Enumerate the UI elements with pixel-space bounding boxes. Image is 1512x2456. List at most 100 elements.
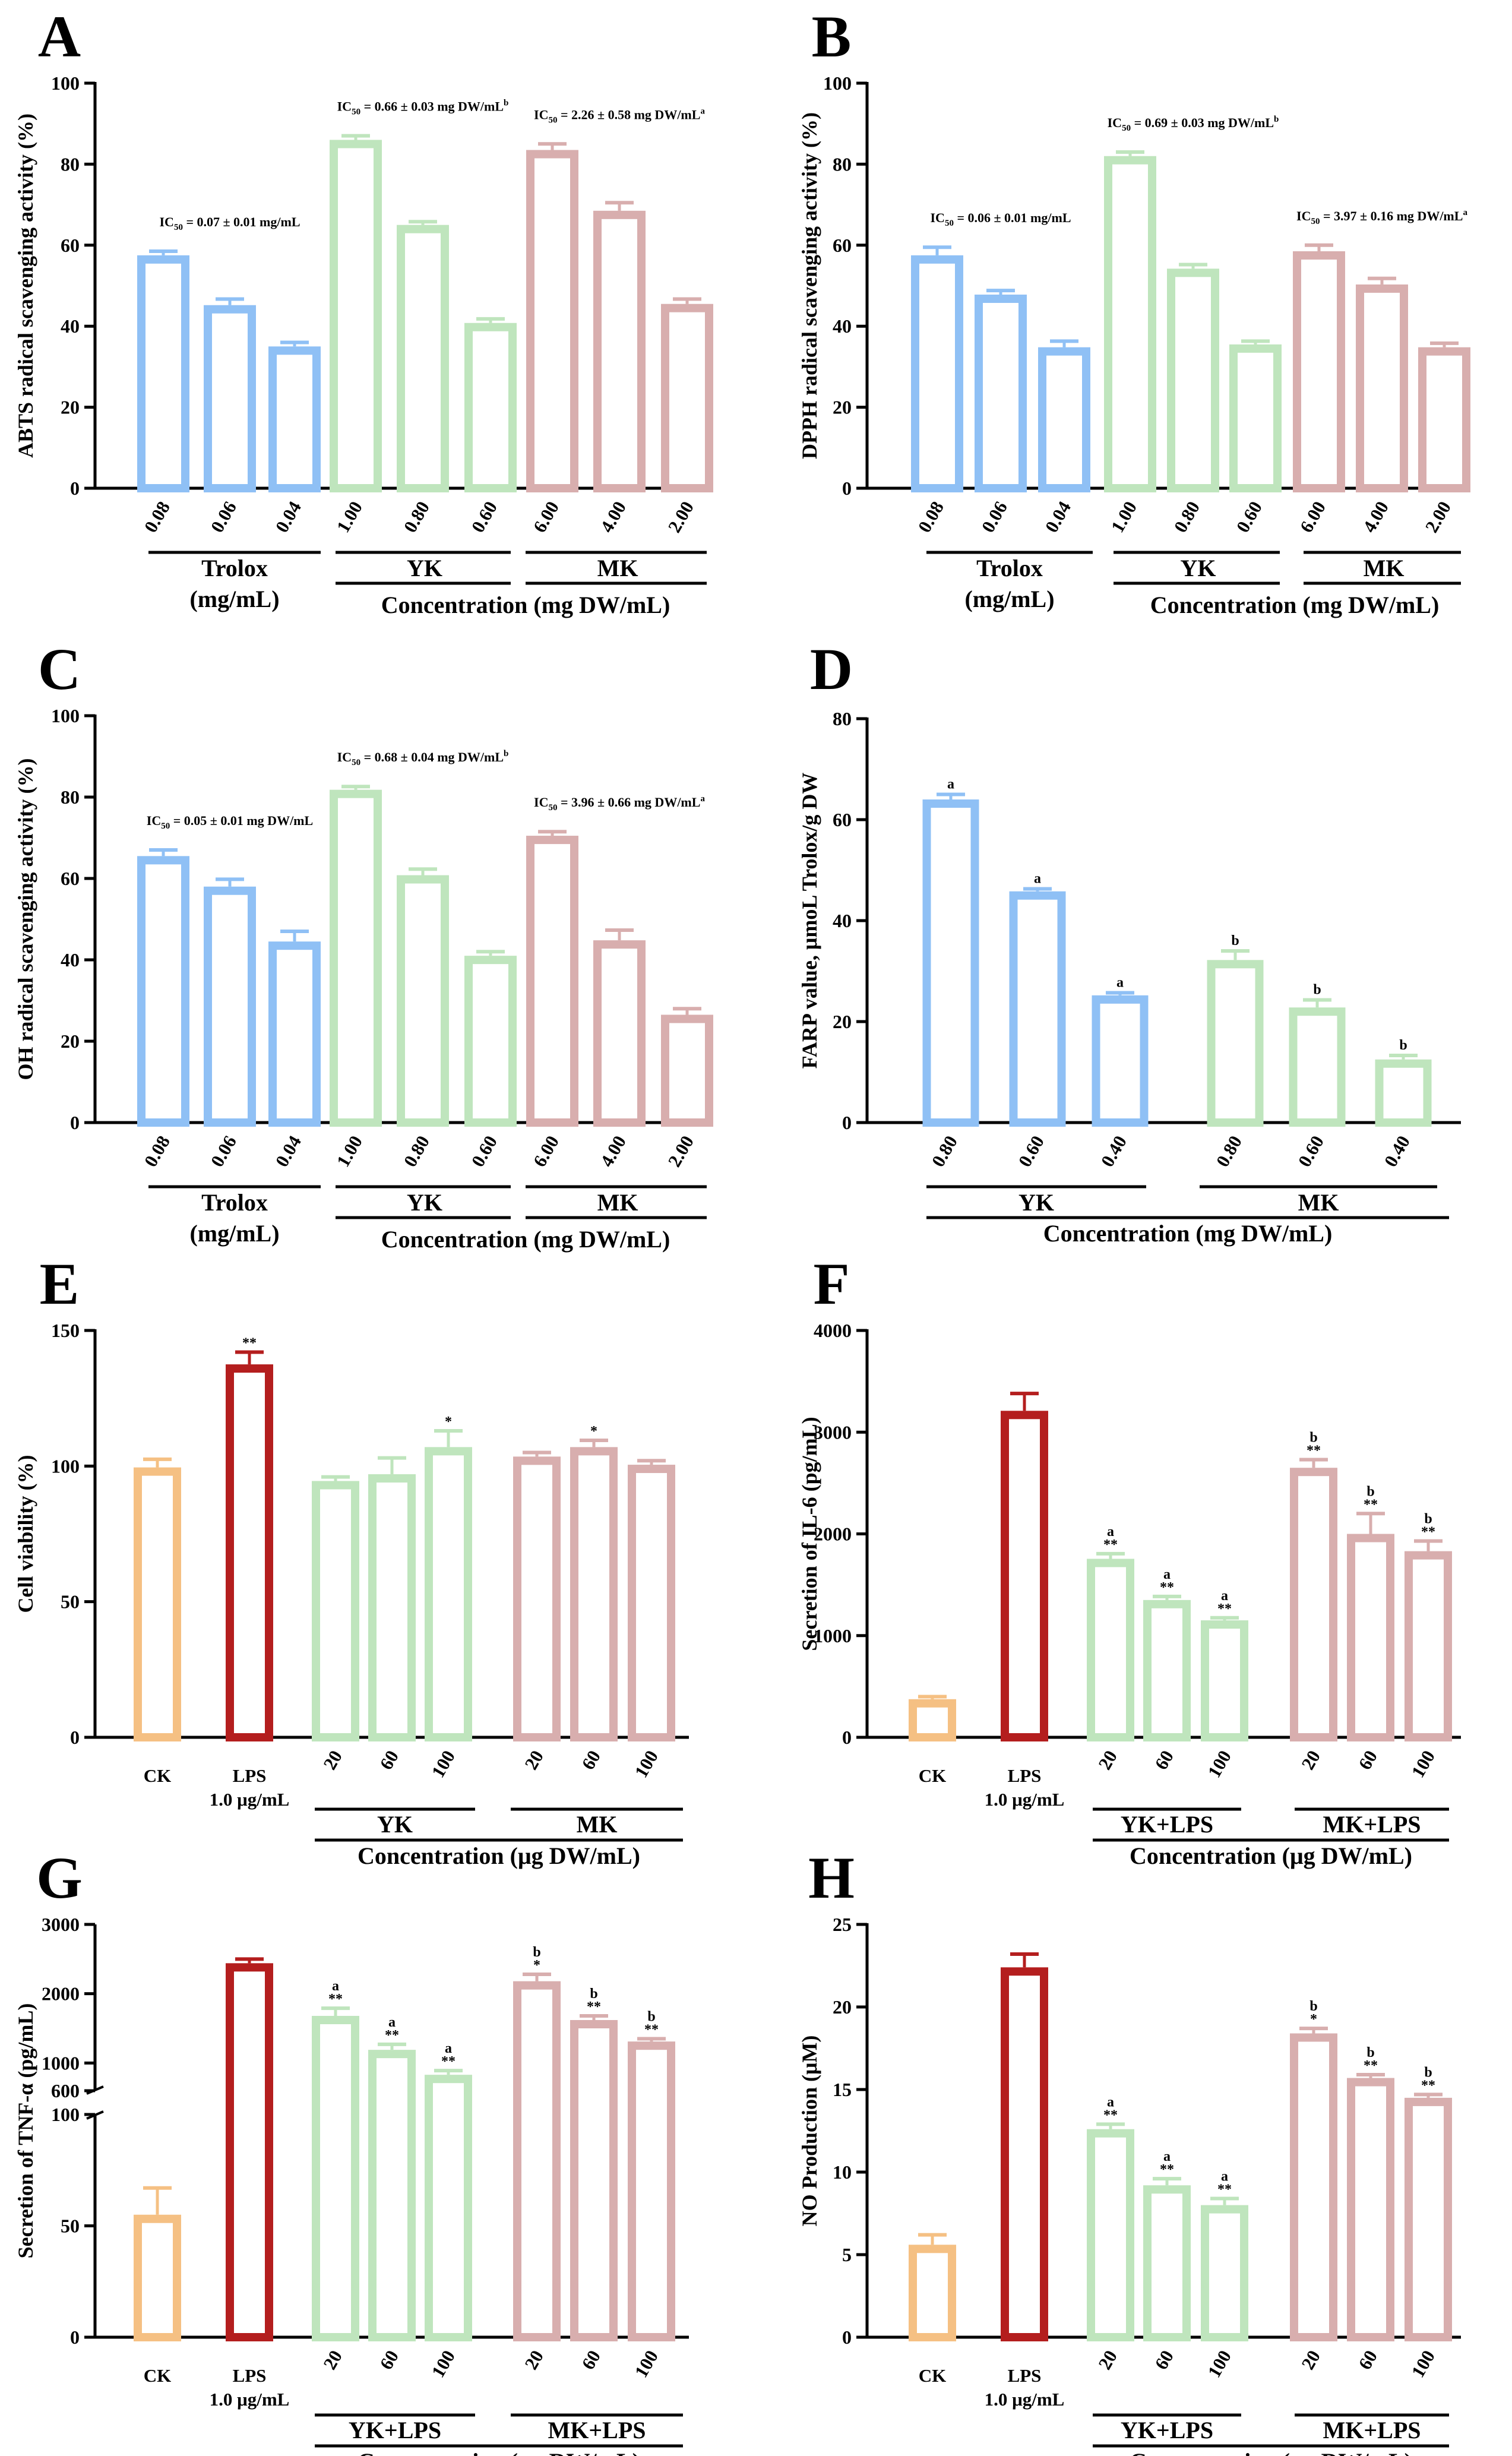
bar xyxy=(134,1467,181,1742)
bar xyxy=(425,2075,472,2342)
group-label: YK+LPS xyxy=(1121,2417,1213,2444)
x-category-label: 1.00 xyxy=(333,498,366,536)
group-label: YK xyxy=(377,1811,413,1838)
x-category-label: 60 xyxy=(577,1747,605,1773)
bar xyxy=(1167,268,1219,492)
group-sublabel: (mg/mL) xyxy=(189,586,279,612)
bar xyxy=(1201,1620,1248,1741)
group-sublabel: (mg/mL) xyxy=(189,1220,279,1247)
y-tick-label: 20 xyxy=(61,1031,80,1052)
significance-stars: ** xyxy=(1103,1537,1118,1553)
bar xyxy=(268,941,321,1127)
x-category-label: 60 xyxy=(1354,2347,1381,2373)
significance-letter: b xyxy=(1367,1484,1374,1499)
x-category-label: CK xyxy=(919,1765,947,1786)
x-category-label: 0.04 xyxy=(271,498,305,536)
x-category-label: 4.00 xyxy=(596,498,630,536)
lps-concentration-label: 1.0 μg/mL xyxy=(210,2389,290,2410)
bar xyxy=(464,323,517,493)
bar xyxy=(1201,2205,1248,2342)
group-label: YK+LPS xyxy=(1121,1811,1213,1838)
ic50-annotation: IC50 = 0.07 ± 0.01 mg/mL xyxy=(159,214,300,232)
y-tick-label: 100 xyxy=(51,2104,80,2125)
significance-letter: b xyxy=(1424,2065,1432,2080)
bar xyxy=(661,1014,713,1127)
significance-letter: a xyxy=(1163,1567,1171,1582)
y-tick-label: 80 xyxy=(61,786,80,808)
bar xyxy=(909,2245,956,2342)
bar xyxy=(1038,347,1090,492)
bar xyxy=(526,150,578,492)
panel-letter: D xyxy=(810,636,853,702)
y-tick-label: 40 xyxy=(61,315,80,337)
x-category-label: 1.00 xyxy=(333,1132,366,1170)
significance-stars: ** xyxy=(1103,2107,1118,2123)
group-label: MK+LPS xyxy=(1323,2417,1421,2444)
x-category-label: 0.06 xyxy=(207,498,241,536)
significance-stars: ** xyxy=(1160,2162,1174,2177)
x-category-label: 0.04 xyxy=(271,1132,305,1170)
x-category-label: 0.08 xyxy=(140,498,174,536)
significance-letter: b xyxy=(533,1945,540,1960)
x-category-label: 100 xyxy=(428,1747,460,1781)
y-tick-label: 80 xyxy=(833,153,852,175)
panel-letter: H xyxy=(808,1845,855,1911)
x-category-label: 0.60 xyxy=(467,498,501,536)
y-tick-label: 1000 xyxy=(814,1625,852,1646)
bar xyxy=(368,2050,416,2342)
x-category-label: CK xyxy=(144,2365,172,2386)
y-tick-label: 60 xyxy=(833,809,852,830)
x-category-label: 100 xyxy=(1407,1747,1440,1781)
bar xyxy=(1356,284,1408,492)
panel-d: D 0 20 40 60 80 FARP value, μmoL Trolox/g DW a a… xyxy=(798,636,1461,1247)
y-tick-label: 25 xyxy=(833,1914,852,1935)
x-category-label: 0.08 xyxy=(914,498,948,536)
y-axis-label: DPPH radical scavenging activity (%) xyxy=(798,112,821,459)
y-tick-label: 80 xyxy=(61,153,80,175)
significance-letter: a xyxy=(388,2015,396,2030)
x-category-label: 100 xyxy=(1407,2347,1440,2381)
y-tick-label: 60 xyxy=(833,235,852,256)
x-category-label: 0.06 xyxy=(978,498,1011,536)
lps-concentration-label: 1.0 μg/mL xyxy=(985,1789,1065,1810)
bar xyxy=(909,1699,956,1741)
bar xyxy=(397,225,449,492)
x-category-label: 100 xyxy=(428,2347,460,2381)
bar xyxy=(226,1963,273,2341)
panel-f: F 0 1000 2000 3000 4000 Secretion of IL-6 (pg/… xyxy=(798,1251,1461,1869)
bar xyxy=(368,1474,416,1742)
x-axis-label: Concentration (μg DW/mL) xyxy=(1130,1842,1412,1869)
y-tick-label: 100 xyxy=(51,1455,80,1477)
bar xyxy=(1001,1967,1048,2341)
significance-stars: ** xyxy=(1421,1524,1435,1540)
significance-stars: ** xyxy=(1217,1601,1232,1617)
y-tick-label: 3000 xyxy=(42,1914,80,1935)
significance-stars: ** xyxy=(1421,2078,1435,2093)
significance-letter: a xyxy=(947,777,954,792)
bar xyxy=(1290,2033,1337,2341)
y-tick-label: 100 xyxy=(51,72,80,94)
bar xyxy=(1405,1551,1452,1742)
bar xyxy=(137,856,189,1127)
y-tick-label: 50 xyxy=(61,1591,80,1613)
x-category-label: 0.60 xyxy=(467,1132,501,1170)
y-tick-label: 10 xyxy=(833,2161,852,2183)
y-tick-label: 0 xyxy=(842,2327,852,2348)
y-tick-label: 1000 xyxy=(42,2052,80,2073)
ic50-annotation: IC50 = 0.68 ± 0.04 mg DW/mLb xyxy=(337,749,509,767)
x-axis-label: Concentration (mg DW/mL) xyxy=(1043,1220,1333,1247)
significance-letter: b xyxy=(1309,1999,1317,2014)
x-category-label: 60 xyxy=(1150,1747,1178,1773)
x-axis-label: Concentration (μg DW/mL) xyxy=(358,2448,640,2456)
panel-c: C 0 20 40 60 80 100 OH radical scavenging activ… xyxy=(14,636,713,1253)
group-sublabel: (mg/mL) xyxy=(964,586,1054,612)
bar xyxy=(268,346,321,492)
bar xyxy=(661,304,713,492)
x-category-label: 0.04 xyxy=(1041,498,1075,536)
significance-stars: ** xyxy=(1217,2182,1232,2197)
significance-stars: ** xyxy=(242,1336,257,1351)
x-axis-label: Concentration (mg DW/mL) xyxy=(1150,592,1440,618)
y-tick-label: 40 xyxy=(61,949,80,971)
